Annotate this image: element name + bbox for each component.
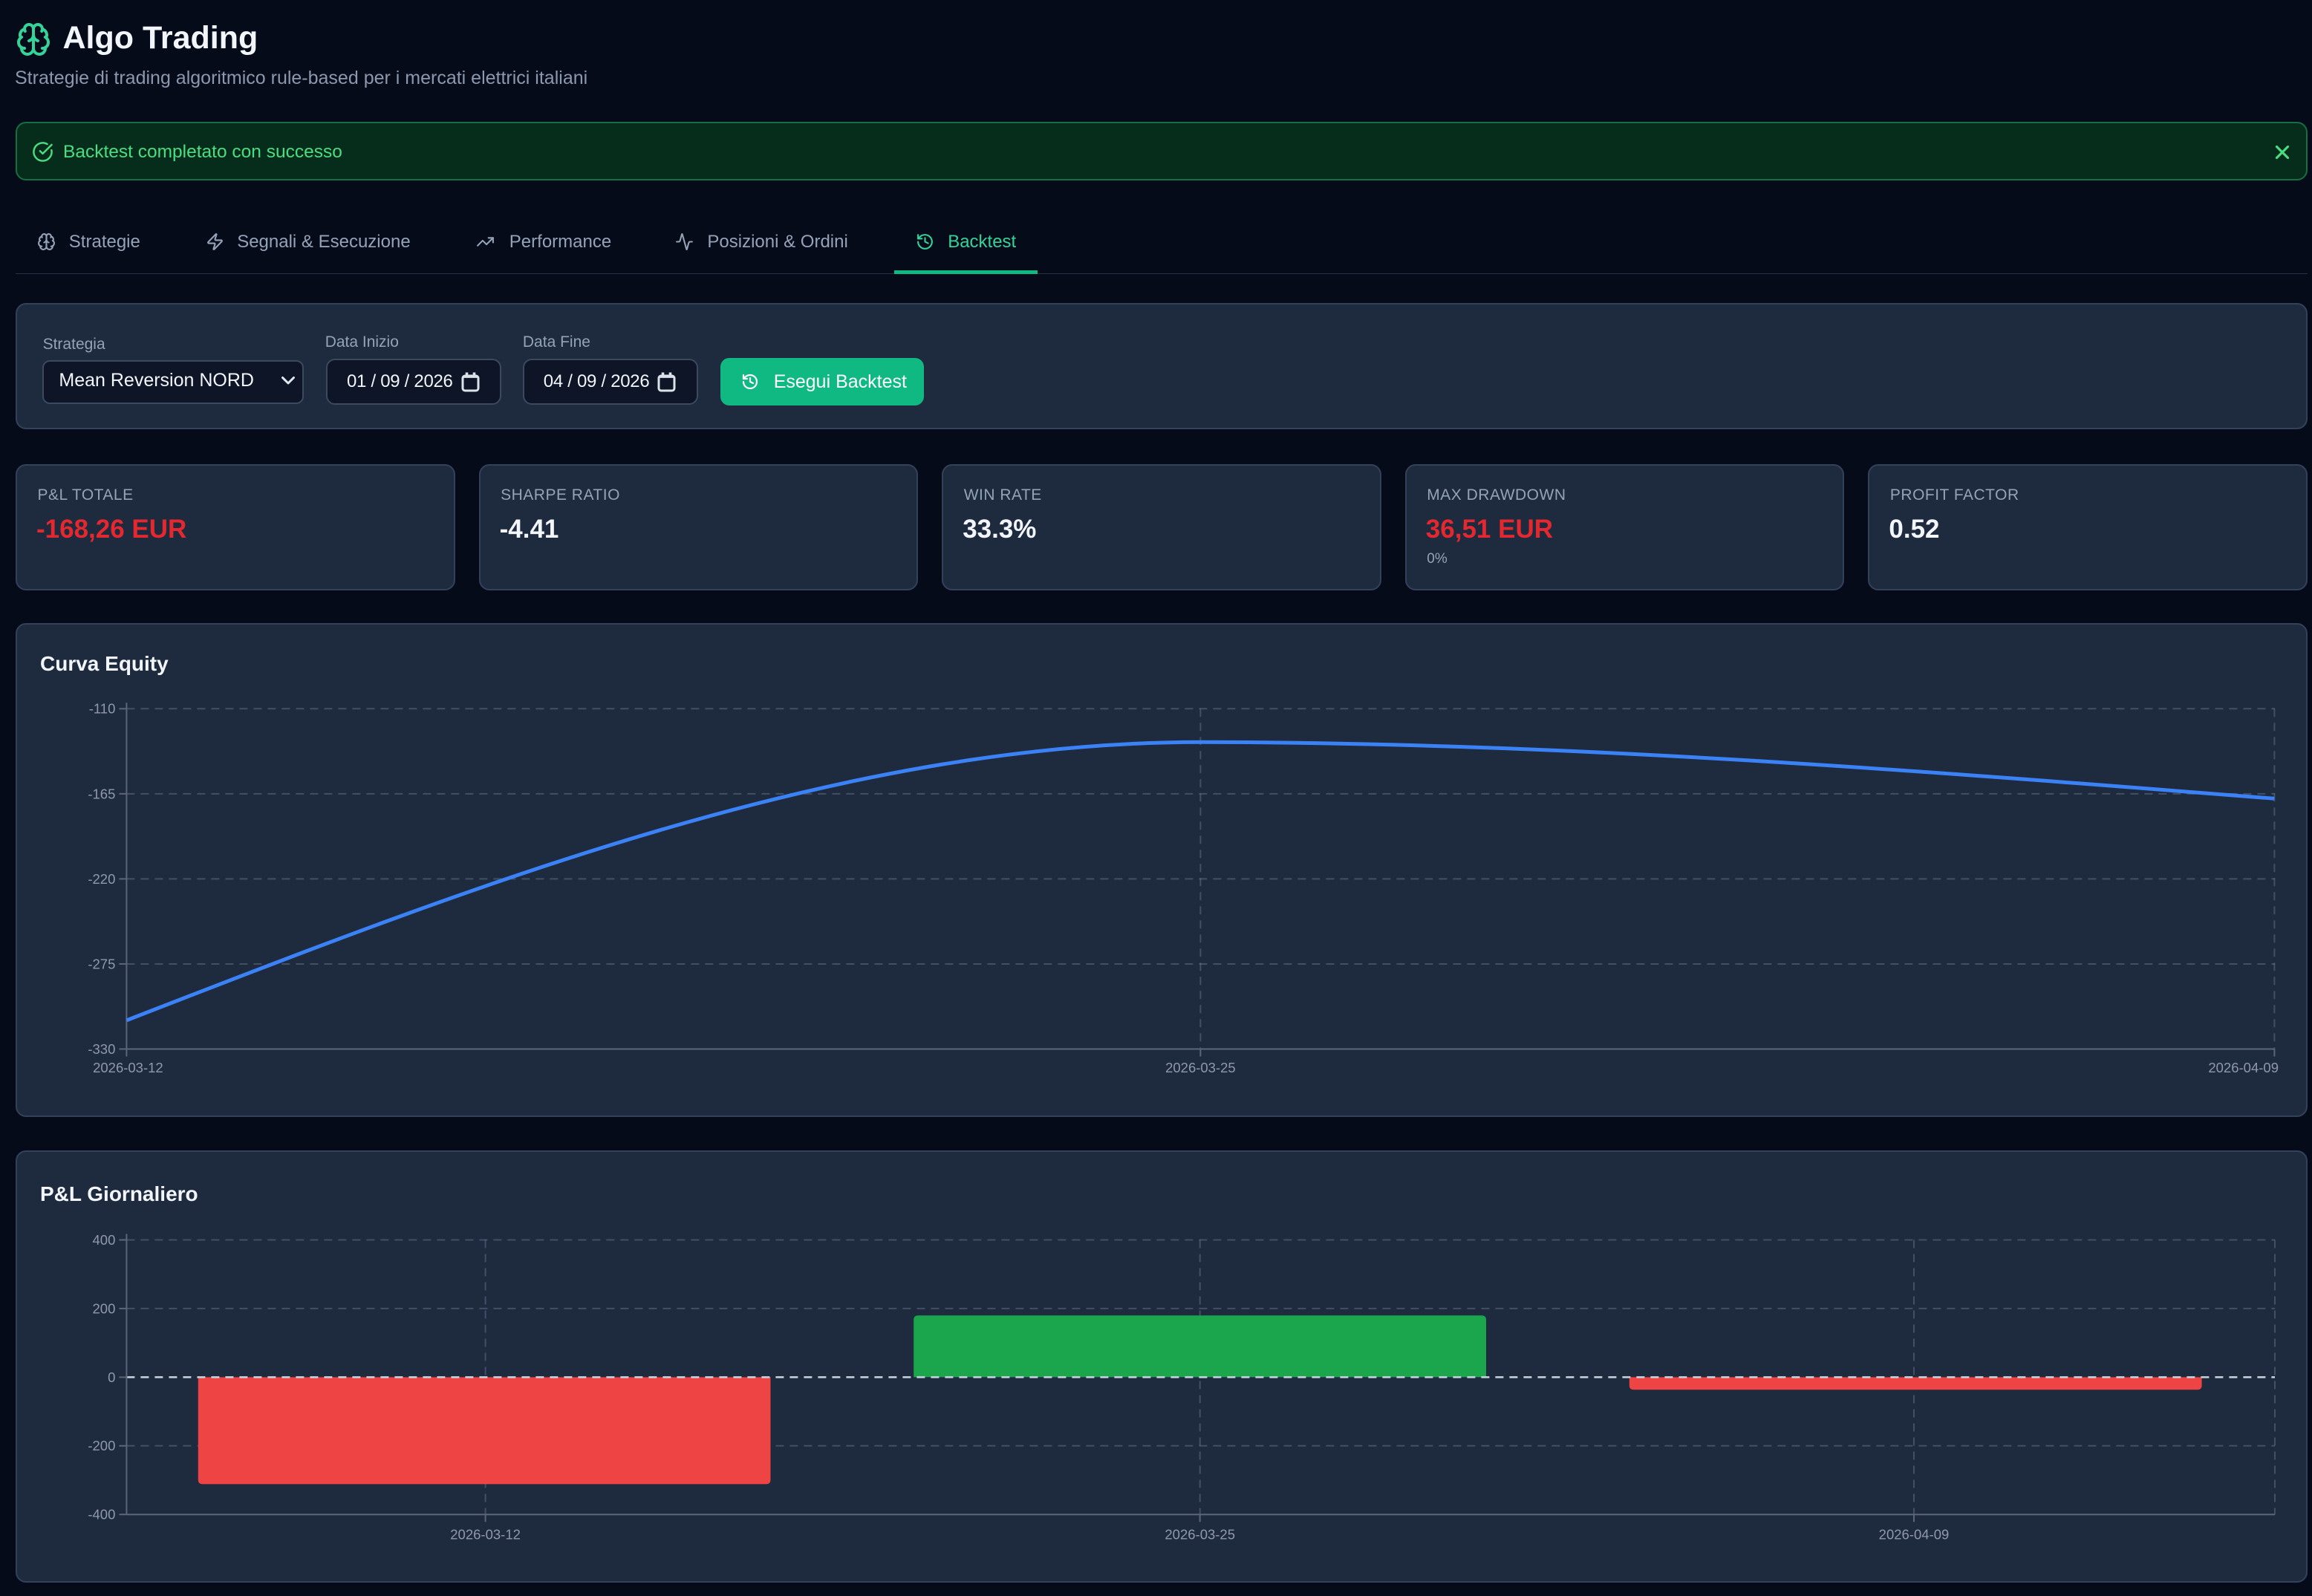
svg-text:2026-03-12: 2026-03-12 — [93, 1060, 163, 1075]
svg-text:-110: -110 — [89, 701, 116, 717]
svg-text:-400: -400 — [88, 1507, 115, 1522]
svg-text:200: 200 — [93, 1300, 116, 1316]
svg-text:2026-03-25: 2026-03-25 — [1165, 1527, 1235, 1543]
svg-text:2026-04-09: 2026-04-09 — [1879, 1527, 1950, 1543]
svg-text:2026-04-09: 2026-04-09 — [2208, 1060, 2279, 1075]
svg-text:-200: -200 — [88, 1438, 115, 1453]
svg-text:400: 400 — [93, 1232, 116, 1248]
svg-text:-165: -165 — [88, 786, 115, 801]
svg-text:2026-03-12: 2026-03-12 — [450, 1527, 521, 1543]
svg-text:2026-03-25: 2026-03-25 — [1165, 1060, 1236, 1075]
svg-text:-330: -330 — [88, 1041, 115, 1057]
svg-text:-220: -220 — [88, 871, 115, 887]
svg-text:-275: -275 — [88, 956, 115, 971]
svg-text:0: 0 — [108, 1369, 115, 1385]
